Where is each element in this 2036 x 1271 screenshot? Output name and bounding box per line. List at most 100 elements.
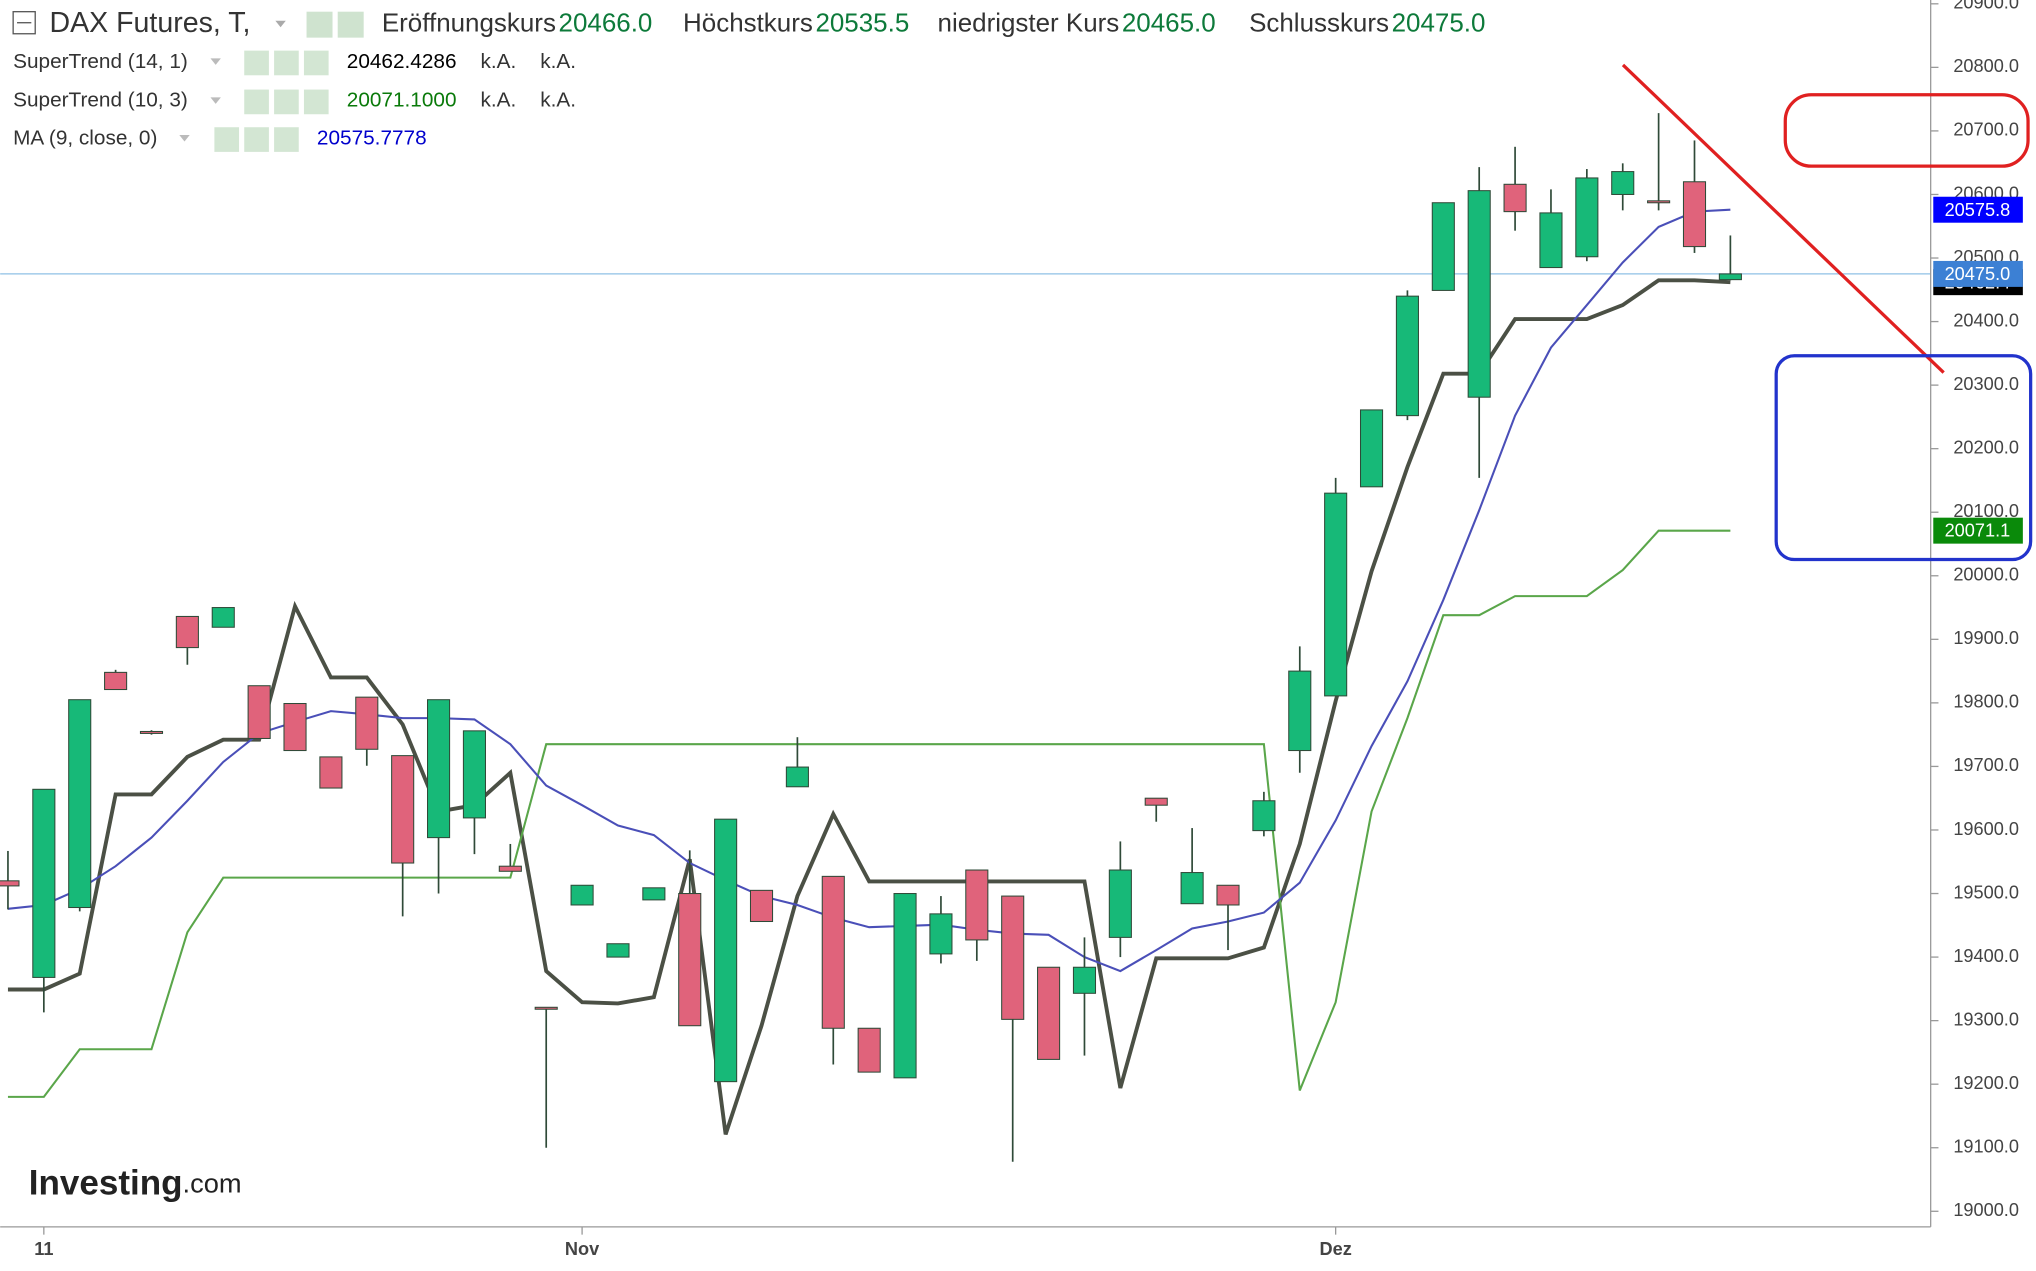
legend-dropdown[interactable] xyxy=(179,135,190,142)
candle-body xyxy=(929,913,953,955)
candle-body xyxy=(0,880,20,887)
legend-name: MA (9, close, 0) xyxy=(13,126,157,149)
candle-body xyxy=(893,893,917,1079)
price-label: 20071.1 xyxy=(1945,521,2011,541)
legend-name: SuperTrend (14, 1) xyxy=(13,50,188,73)
y-tick-label: 19500.0 xyxy=(1953,882,2019,902)
legend-icon[interactable] xyxy=(303,89,329,115)
legend-icon[interactable] xyxy=(303,50,329,76)
dropdown-icon[interactable] xyxy=(275,20,286,28)
y-tick-label: 20400.0 xyxy=(1953,310,2019,330)
candle-body xyxy=(104,671,128,691)
candle-body xyxy=(1682,181,1707,248)
candle-body xyxy=(1108,869,1132,938)
legend-icon[interactable] xyxy=(274,50,299,76)
candle-body xyxy=(642,887,666,901)
highlight-box-blue xyxy=(1774,354,2033,562)
legend-extra: k.A. xyxy=(481,89,517,112)
y-tick-label: 19300.0 xyxy=(1953,1009,2019,1029)
candle-body xyxy=(821,875,845,1029)
candle-body xyxy=(283,702,307,752)
candle-body xyxy=(1575,177,1599,258)
legend-extra: k.A. xyxy=(540,89,576,112)
header-stat-name: Schlusskurs xyxy=(1249,8,1389,38)
legend-value: 20575.7778 xyxy=(317,126,427,149)
y-tick-label: 19600.0 xyxy=(1953,819,2019,839)
candle-body xyxy=(68,699,92,909)
candle-body xyxy=(1072,966,1097,994)
candle-body xyxy=(498,865,522,872)
legend-icon[interactable] xyxy=(274,127,299,152)
candle-body xyxy=(247,685,271,739)
candle-body xyxy=(1144,797,1168,806)
y-tick-label: 20800.0 xyxy=(1953,56,2019,76)
candle-body xyxy=(1647,200,1671,204)
candle-body xyxy=(1467,190,1491,398)
y-tick-label: 20100.0 xyxy=(1953,501,2019,521)
candle-body xyxy=(749,889,774,923)
legend-icon[interactable] xyxy=(214,127,240,152)
header-stat: Schlusskurs 20475.0 xyxy=(1249,8,1485,38)
legend-icon[interactable] xyxy=(244,50,269,76)
plot-area xyxy=(0,113,1931,1162)
x-tick-label: 11 xyxy=(34,1239,53,1259)
y-tick-label: 19800.0 xyxy=(1953,692,2019,712)
gear-icon[interactable] xyxy=(337,11,364,38)
header-stat: niedrigster Kurs 20465.0 xyxy=(938,8,1216,38)
header-stat-value: 20466.0 xyxy=(559,8,653,38)
y-tick-label: 19900.0 xyxy=(1953,628,2019,648)
y-tick-label: 20200.0 xyxy=(1953,437,2019,457)
header-stats: Eröffnungskurs 20466.0 Höchstkurs 20535.5 ni… xyxy=(382,8,1486,38)
candle-body xyxy=(32,788,56,978)
header-stat-name: Eröffnungskurs xyxy=(382,8,556,38)
candle-body xyxy=(606,943,630,958)
eye-icon[interactable] xyxy=(306,11,333,38)
legend-icon[interactable] xyxy=(274,89,299,115)
candle-body xyxy=(175,615,199,649)
candle-body xyxy=(391,755,415,864)
candle-body xyxy=(139,730,164,734)
candle-body xyxy=(1216,884,1240,906)
price-label: 20575.8 xyxy=(1945,200,2011,220)
y-tick-label: 20300.0 xyxy=(1953,374,2019,394)
y-tick-label: 19400.0 xyxy=(1953,946,2019,966)
indicator-line xyxy=(7,529,1731,1098)
legend-name: SuperTrend (10, 3) xyxy=(13,89,188,112)
chart-title: DAX Futures, T, xyxy=(49,7,250,39)
legend-icon[interactable] xyxy=(244,89,269,115)
candle-body xyxy=(714,818,738,1083)
candle-body xyxy=(1718,273,1742,281)
candle-body xyxy=(534,1006,558,1010)
collapse-icon[interactable] xyxy=(12,11,36,35)
x-tick-label: Dez xyxy=(1320,1239,1352,1259)
y-tick-label: 20000.0 xyxy=(1953,565,2019,585)
header-stat-name: niedrigster Kurs xyxy=(938,8,1120,38)
candle-body xyxy=(857,1027,881,1073)
trend-annotation xyxy=(1621,63,1945,374)
watermark: Investing.com xyxy=(29,1164,242,1203)
y-tick-label: 20700.0 xyxy=(1953,120,2019,140)
header-stat-name: Höchstkurs xyxy=(683,8,813,38)
price-label-box xyxy=(1933,517,2023,544)
legend-dropdown[interactable] xyxy=(210,58,221,65)
watermark-suffix: .com xyxy=(183,1168,242,1199)
indicator-line xyxy=(7,278,1731,1136)
candle-body xyxy=(1503,183,1527,213)
candle-body xyxy=(1395,295,1419,417)
legend-icon[interactable] xyxy=(244,127,269,152)
highlight-box-red xyxy=(1783,93,2030,168)
header-stat-value: 20535.5 xyxy=(815,8,909,38)
header-stat-value: 20475.0 xyxy=(1392,8,1486,38)
y-tick-label: 20900.0 xyxy=(1953,0,2019,13)
header-stat: Höchstkurs 20535.5 xyxy=(683,8,909,38)
legend-value: 20071.1000 xyxy=(347,89,457,112)
watermark-main: Investing xyxy=(29,1164,183,1203)
candle-body xyxy=(1324,492,1348,697)
x-tick-label: Nov xyxy=(565,1239,600,1259)
legend-dropdown[interactable] xyxy=(210,97,221,104)
legend-value: 20462.4286 xyxy=(347,50,457,73)
y-tick-label: 19100.0 xyxy=(1953,1137,2019,1157)
candle-body xyxy=(427,699,451,839)
